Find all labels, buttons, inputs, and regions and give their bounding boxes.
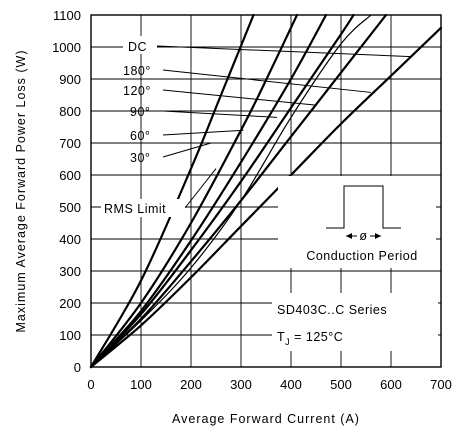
y-tick-label: 600 xyxy=(59,168,81,183)
y-tick-label: 100 xyxy=(59,328,81,343)
label-120: 120° xyxy=(123,84,151,98)
label-180: 180° xyxy=(123,64,151,78)
dc-label-background xyxy=(123,36,157,54)
leader-dc xyxy=(156,45,412,58)
junction-temp-label: TJ = 125°C xyxy=(277,330,343,347)
curve-180 xyxy=(89,13,388,369)
y-tick-label: 800 xyxy=(59,104,81,119)
rms-label-background xyxy=(101,199,185,217)
label-90: 90° xyxy=(130,105,150,119)
tick-labels: 0 100 200 300 400 500 600 700 0 100 200 300 400 500 60… xyxy=(52,8,452,392)
series-info-background xyxy=(272,293,438,351)
x-tick-label: 0 xyxy=(87,377,94,392)
conduction-pulse-shape xyxy=(326,185,401,229)
arrow-head-left xyxy=(346,233,352,239)
label-60: 60° xyxy=(130,129,150,143)
arrow-head-right xyxy=(375,233,381,239)
tj-symbol: T xyxy=(277,330,285,344)
y-tick-label: 400 xyxy=(59,232,81,247)
conduction-inset-background xyxy=(278,176,436,268)
leader-rms xyxy=(184,168,217,209)
y-tick-label: 200 xyxy=(59,296,81,311)
y-tick-label: 1000 xyxy=(52,40,81,55)
y-tick-label: 700 xyxy=(59,136,81,151)
series-name-label: SD403C..C Series xyxy=(277,303,387,317)
label-dc: DC xyxy=(128,40,147,54)
label-30: 30° xyxy=(130,151,150,165)
x-tick-label: 700 xyxy=(430,377,452,392)
y-axis-title: Maximum Average Forward Power Loss (W) xyxy=(14,50,28,333)
series-info-box: SD403C..C Series TJ = 125°C xyxy=(272,293,438,351)
tj-subscript: J xyxy=(285,337,290,347)
curve-60 xyxy=(89,13,299,369)
tj-value: = 125°C xyxy=(290,330,343,344)
leader-30 xyxy=(162,142,212,158)
curve-30 xyxy=(89,13,255,369)
y-tick-label: 300 xyxy=(59,264,81,279)
label-rms-limit: RMS Limit xyxy=(104,202,166,216)
leader-120 xyxy=(162,89,318,106)
curve-labels: DC 180° 120° 90° 60° 30° RMS Limit xyxy=(101,36,185,217)
x-tick-label: 400 xyxy=(280,377,302,392)
x-tick-label: 100 xyxy=(130,377,152,392)
conduction-period-inset: ø Conduction Period xyxy=(278,176,436,268)
curve-120 xyxy=(89,13,355,369)
leader-60 xyxy=(162,129,244,136)
y-tick-label: 900 xyxy=(59,72,81,87)
x-tick-label: 300 xyxy=(230,377,252,392)
y-tick-label: 0 xyxy=(74,360,81,375)
y-tick-label: 500 xyxy=(59,200,81,215)
conduction-period-label: Conduction Period xyxy=(306,249,417,263)
plot-frame xyxy=(90,14,442,368)
phi-background xyxy=(357,228,370,242)
leader-90 xyxy=(162,110,278,118)
curve-90 xyxy=(89,13,328,369)
y-tick-label: 1100 xyxy=(53,8,81,23)
x-tick-label: 600 xyxy=(380,377,402,392)
label-leaders xyxy=(156,45,412,209)
x-tick-label: 500 xyxy=(330,377,352,392)
phi-symbol: ø xyxy=(359,229,367,243)
leader-180 xyxy=(162,69,372,93)
x-tick-label: 200 xyxy=(180,377,202,392)
curve-dc xyxy=(89,26,443,369)
x-axis-title: Average Forward Current (A) xyxy=(172,412,360,426)
curves xyxy=(89,13,443,369)
